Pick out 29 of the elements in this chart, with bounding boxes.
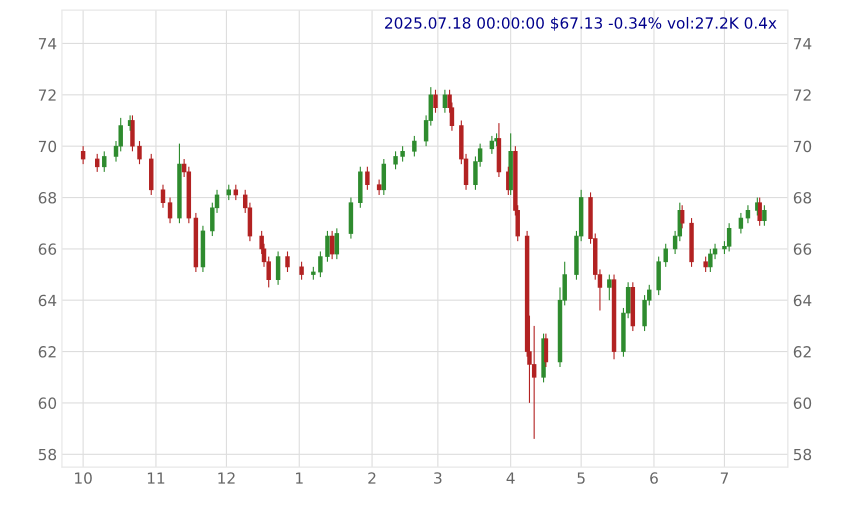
x-tick-label: 2	[368, 472, 376, 484]
y2-tick-label: 72	[794, 89, 811, 101]
y2-tick-label: 66	[794, 243, 812, 255]
y2-tick-label: 62	[794, 346, 811, 358]
x-tick-label: 10	[75, 472, 92, 484]
x-tick-label: 1	[296, 472, 303, 484]
x-tick-label: 6	[650, 472, 658, 484]
y-tick-label: 60	[38, 397, 56, 409]
y-tick-label: 68	[38, 192, 56, 204]
y-tick-label: 58	[38, 448, 56, 460]
x-tick-label: 4	[506, 472, 515, 484]
y-tick-label: 62	[38, 346, 56, 358]
y-tick-label: 70	[38, 140, 56, 152]
y2-tick-label: 58	[794, 448, 812, 460]
x-tick-label: 12	[218, 472, 235, 484]
x-tick-label: 5	[577, 472, 585, 484]
y2-tick-label: 70	[794, 140, 812, 152]
y-tick-label: 66	[38, 243, 56, 255]
y2-tick-label: 60	[794, 397, 812, 409]
y2-tick-label: 74	[794, 38, 812, 50]
x-tick-label: 3	[434, 472, 442, 484]
x-tick-label: 11	[148, 472, 164, 484]
y-tick-label: 72	[38, 89, 56, 101]
x-tick-label: 7	[720, 472, 728, 484]
y2-tick-label: 64	[794, 294, 812, 306]
y-tick-label: 74	[38, 38, 56, 50]
chart-title: 2025.07.18 00:00:00 $67.13 -0.34% vol:27.2K 0.4x	[385, 16, 776, 31]
y-tick-label: 64	[38, 294, 56, 306]
y2-tick-label: 68	[794, 192, 812, 204]
